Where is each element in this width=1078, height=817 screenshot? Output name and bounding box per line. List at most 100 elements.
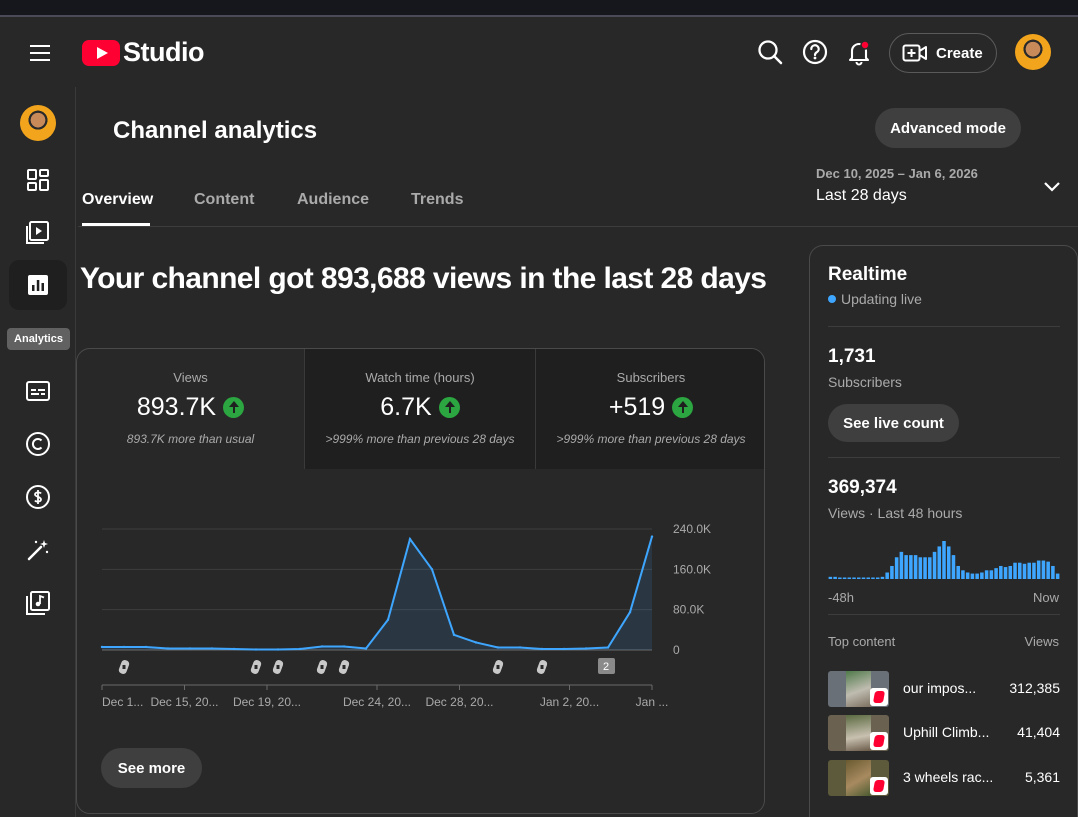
realtime-bar	[847, 577, 852, 579]
data-point	[606, 646, 610, 649]
top-content-row[interactable]: 3 wheels rac... 5,361	[828, 760, 1060, 796]
tab-overview[interactable]: Overview	[82, 191, 154, 208]
data-point	[342, 645, 346, 648]
data-point	[298, 647, 302, 651]
chevron-down-icon[interactable]	[1042, 180, 1062, 194]
notifications-icon[interactable]	[844, 37, 874, 67]
data-point	[122, 645, 126, 649]
data-point	[496, 646, 500, 649]
help-icon[interactable]	[800, 37, 830, 67]
video-thumbnail	[828, 760, 889, 796]
date-range-picker[interactable]: Dec 10, 2025 – Jan 6, 2026 Last 28 days	[816, 166, 978, 205]
content-icon	[26, 221, 49, 244]
metric-label: Subscribers	[616, 370, 686, 385]
realtime-bar	[1017, 562, 1022, 579]
sidebar-item-analytics[interactable]	[9, 260, 67, 310]
realtime-bar	[1022, 563, 1027, 579]
divider	[828, 457, 1060, 458]
x-tick-label: Dec 24, 20...	[343, 695, 411, 709]
realtime-bar	[913, 555, 918, 579]
metric-value: +519	[608, 393, 666, 421]
realtime-views-label: Views · Last 48 hours	[828, 505, 963, 521]
metric-watch-time[interactable]: Watch time (hours) 6.7K >999% more than …	[304, 349, 535, 469]
live-status: Updating live	[828, 291, 922, 307]
search-icon[interactable]	[755, 37, 785, 67]
channel-avatar[interactable]	[20, 105, 56, 141]
metric-value: 6.7K	[380, 393, 432, 421]
top-content-row[interactable]: Uphill Climb... 41,404	[828, 715, 1060, 751]
x-tick-label: Dec 19, 20...	[233, 695, 301, 709]
analytics-tooltip: Analytics	[7, 328, 70, 350]
sidebar-item-subtitles[interactable]	[9, 366, 67, 416]
account-avatar[interactable]	[1015, 34, 1051, 70]
x-tick-label: Jan 2, 20...	[540, 695, 599, 709]
realtime-bar	[956, 565, 960, 579]
realtime-bar	[1003, 567, 1008, 579]
realtime-bar	[871, 577, 875, 579]
data-point	[650, 535, 654, 538]
realtime-bar	[984, 570, 989, 579]
chart-start-label: -48h	[828, 590, 855, 605]
realtime-bar	[852, 577, 856, 579]
sidebar-item-audio-library[interactable]	[9, 578, 67, 628]
content-title: Uphill Climb...	[903, 724, 990, 740]
advanced-mode-button[interactable]: Advanced mode	[875, 108, 1021, 148]
realtime-panel: Realtime Updating live 1,731 Subscribers…	[809, 245, 1078, 817]
realtime-bar	[937, 546, 942, 579]
tab-content[interactable]: Content	[194, 191, 255, 208]
realtime-bar	[923, 557, 927, 579]
realtime-subscribers-value: 1,731	[828, 346, 876, 367]
logo-text: Studio	[123, 37, 204, 67]
metric-views[interactable]: Views 893.7K 893.7K more than usual	[77, 349, 304, 469]
metric-value: 893.7K	[136, 393, 217, 421]
realtime-bar	[999, 565, 1003, 579]
y-tick-label: 160.0K	[673, 562, 711, 576]
realtime-bar	[828, 576, 833, 579]
shorts-marker-icon	[536, 660, 548, 674]
realtime-views-chart[interactable]	[828, 539, 1060, 579]
metric-note: >999% more than previous 28 days	[325, 432, 515, 446]
data-point	[144, 645, 148, 649]
shorts-marker-icon	[250, 660, 262, 674]
realtime-bar	[857, 577, 861, 579]
studio-logo[interactable]: Studio	[82, 37, 204, 68]
views-chart[interactable]: 240.0K 160.0K 80.0K 0 2 Dec 1... Dec 15, 20...…	[77, 499, 765, 749]
video-thumbnail	[828, 715, 889, 751]
metric-note: >999% more than previous 28 days	[556, 432, 746, 446]
menu-icon[interactable]	[20, 35, 60, 71]
sidebar-item-copyright[interactable]	[9, 419, 67, 469]
x-tick-label: Dec 15, 20...	[150, 695, 218, 709]
realtime-bar	[885, 572, 889, 579]
top-content-row[interactable]: our impos... 312,385	[828, 671, 1060, 707]
sidebar-item-customization[interactable]	[9, 525, 67, 575]
divider	[828, 326, 1060, 327]
shorts-marker-icon	[272, 660, 284, 674]
see-live-count-button[interactable]: See live count	[828, 404, 959, 442]
page-title: Channel analytics	[113, 117, 318, 144]
sidebar-item-content[interactable]	[9, 207, 67, 257]
create-button[interactable]: Create	[889, 33, 997, 73]
realtime-bar	[918, 557, 923, 579]
window-top-strip	[0, 0, 1078, 17]
tab-trends[interactable]: Trends	[411, 191, 464, 208]
metric-subscribers[interactable]: Subscribers +519 >999% more than previou…	[535, 349, 764, 469]
realtime-title: Realtime	[828, 264, 908, 285]
sidebar-item-dashboard[interactable]	[9, 155, 67, 205]
shorts-icon	[870, 732, 888, 750]
see-more-button[interactable]: See more	[101, 748, 202, 788]
realtime-bar	[1032, 562, 1036, 579]
realtime-bar	[946, 546, 951, 579]
shorts-marker-icon	[118, 660, 130, 674]
shorts-marker-icon	[316, 660, 328, 674]
content-title: 3 wheels rac...	[903, 769, 994, 785]
sidebar-item-earn[interactable]	[9, 472, 67, 522]
realtime-bar	[894, 557, 899, 579]
live-dot-icon	[828, 295, 836, 303]
data-point	[254, 648, 258, 651]
views-column-label: Views	[1024, 634, 1059, 649]
realtime-bar	[880, 576, 885, 579]
divider	[828, 614, 1060, 615]
tab-audience[interactable]: Audience	[297, 191, 370, 208]
realtime-bar	[989, 570, 994, 579]
realtime-bar	[866, 577, 871, 579]
